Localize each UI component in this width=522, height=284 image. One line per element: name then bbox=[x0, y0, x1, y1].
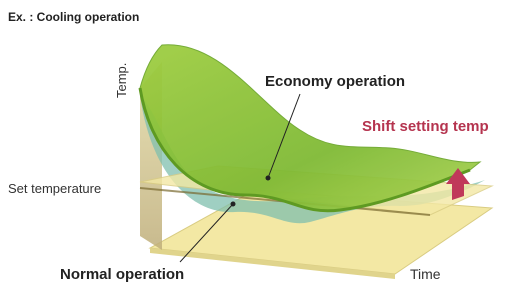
x-axis-label: Time bbox=[410, 266, 441, 282]
set-temp-label: Set temperature bbox=[8, 181, 101, 196]
economy-label: Economy operation bbox=[265, 73, 405, 90]
page: Ex. : Cooling operation Temp. Set temper… bbox=[0, 0, 522, 284]
y-axis-label: Temp. bbox=[114, 63, 129, 98]
economy-dot bbox=[266, 176, 271, 181]
normal-dot bbox=[231, 202, 236, 207]
shift-label: Shift setting temp bbox=[362, 118, 489, 135]
diagram: Ex. : Cooling operation Temp. Set temper… bbox=[0, 0, 522, 284]
title: Ex. : Cooling operation bbox=[8, 10, 139, 24]
normal-label: Normal operation bbox=[60, 266, 184, 283]
